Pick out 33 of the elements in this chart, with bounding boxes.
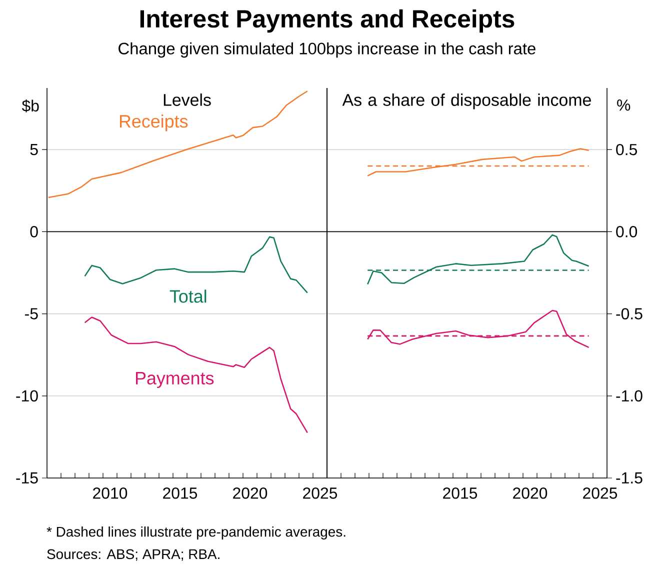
source-note: Sources: ABS; APRA; RBA.	[47, 549, 220, 561]
y-tick-label: 0	[30, 226, 38, 238]
series-label: Payments	[136, 372, 214, 388]
y-tick-label: -5	[25, 308, 38, 320]
x-tick-label: 2010	[93, 488, 128, 499]
y-tick-label: -1.5	[616, 472, 642, 484]
y-tick-label: 0.0	[616, 226, 638, 238]
x-tick-label: 2025	[583, 488, 618, 499]
line-series	[366, 148, 590, 176]
x-tick-label: 2015	[163, 488, 198, 499]
line-series	[366, 234, 590, 285]
y-axis-title: %	[617, 100, 630, 111]
annotation: Levels	[164, 94, 211, 106]
y-tick-label: -10	[16, 390, 38, 402]
series-label: Total	[170, 290, 206, 303]
series-label: Receipts	[120, 114, 188, 132]
x-tick-label: 2020	[233, 488, 268, 499]
y-axis-title: $b	[22, 100, 39, 112]
x-tick-label: 2020	[513, 488, 548, 499]
y-tick-label: -1.0	[616, 390, 642, 402]
y-tick-label: 5	[30, 144, 38, 156]
chart-title: Interest Payments and Receipts	[140, 9, 514, 33]
y-tick-label: 0.5	[616, 144, 637, 156]
line-series	[84, 316, 308, 434]
x-tick-label: 2025	[303, 488, 338, 499]
line-series	[366, 310, 590, 348]
y-tick-label: -0.5	[616, 308, 642, 320]
annotation: As a share of disposable income	[342, 94, 591, 110]
x-tick-label: 2015	[443, 488, 478, 499]
y-tick-label: -15	[16, 472, 38, 484]
line-series	[48, 90, 308, 198]
chart-subtitle: Change given simulated 100bps increase in the cash rate	[118, 42, 536, 58]
text: * Dashed lines illustrate pre-pandemic averages.	[46, 526, 346, 540]
